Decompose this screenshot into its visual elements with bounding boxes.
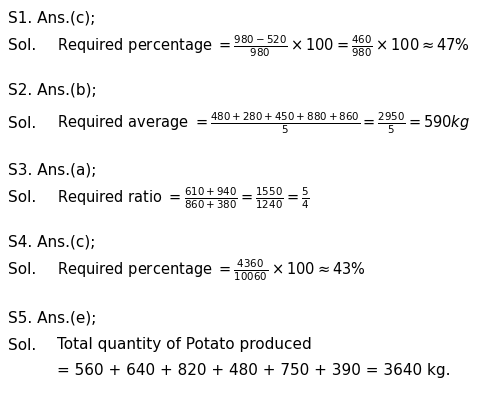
Text: Total quantity of Potato produced: Total quantity of Potato produced: [57, 337, 312, 353]
Text: Required ratio $=\frac{610+940}{860+380}=\frac{1550}{1240}=\frac{5}{4}$: Required ratio $=\frac{610+940}{860+380}…: [57, 185, 310, 211]
Text: Required percentage $=\frac{980-520}{980}\times 100=\frac{460}{980}\times 100\ap: Required percentage $=\frac{980-520}{980…: [57, 33, 470, 59]
Text: S5. Ans.(e);: S5. Ans.(e);: [8, 310, 96, 326]
Text: S4. Ans.(c);: S4. Ans.(c);: [8, 235, 95, 250]
Text: Sol.: Sol.: [8, 337, 36, 353]
Text: Required average $=\frac{480+280+450+880+860}{5}=\frac{2950}{5}=590kg$: Required average $=\frac{480+280+450+880…: [57, 110, 470, 136]
Text: Sol.: Sol.: [8, 38, 36, 53]
Text: Sol.: Sol.: [8, 115, 36, 131]
Text: Sol.: Sol.: [8, 262, 36, 277]
Text: S2. Ans.(b);: S2. Ans.(b);: [8, 82, 97, 98]
Text: S3. Ans.(a);: S3. Ans.(a);: [8, 162, 96, 177]
Text: S1. Ans.(c);: S1. Ans.(c);: [8, 11, 95, 25]
Text: = 560 + 640 + 820 + 480 + 750 + 390 = 3640 kg.: = 560 + 640 + 820 + 480 + 750 + 390 = 36…: [57, 362, 450, 377]
Text: Required percentage $=\frac{4360}{10060}\times 100\approx 43\%$: Required percentage $=\frac{4360}{10060}…: [57, 257, 366, 283]
Text: Sol.: Sol.: [8, 191, 36, 206]
